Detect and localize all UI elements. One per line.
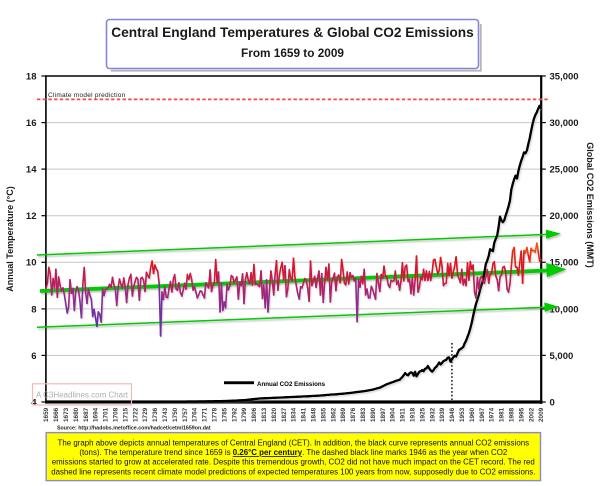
svg-text:6: 6 <box>31 351 36 362</box>
svg-text:dashed line represents recent: dashed line represents recent climate mo… <box>51 467 535 476</box>
svg-text:12: 12 <box>26 211 37 222</box>
svg-text:1946: 1946 <box>449 407 456 422</box>
svg-text:1904: 1904 <box>390 407 397 422</box>
svg-text:1911: 1911 <box>400 408 407 422</box>
svg-text:Annual CO2 Emissions: Annual CO2 Emissions <box>257 381 326 388</box>
svg-text:1967: 1967 <box>479 407 486 422</box>
svg-text:Climate model prediction: Climate model prediction <box>48 92 126 99</box>
svg-text:18: 18 <box>26 71 37 82</box>
svg-text:1820: 1820 <box>271 407 278 422</box>
svg-text:The graph above depicts annual: The graph above depicts annual temperatu… <box>58 438 530 447</box>
svg-text:1848: 1848 <box>311 407 318 422</box>
svg-text:1806: 1806 <box>251 407 258 422</box>
svg-text:1708: 1708 <box>113 407 120 422</box>
svg-text:1883: 1883 <box>360 407 367 422</box>
svg-text:Annual Temperature (°C): Annual Temperature (°C) <box>5 186 15 291</box>
svg-text:25,000: 25,000 <box>550 165 579 176</box>
svg-text:A C3Headlines.com Chart: A C3Headlines.com Chart <box>36 390 129 399</box>
svg-text:1722: 1722 <box>132 407 139 422</box>
svg-text:1988: 1988 <box>509 407 516 422</box>
svg-text:1918: 1918 <box>410 407 417 422</box>
svg-text:1932: 1932 <box>429 407 436 422</box>
svg-text:emissions started to grow at a: emissions started to grow at accelerated… <box>52 458 535 467</box>
svg-text:1813: 1813 <box>261 407 268 422</box>
svg-text:1743: 1743 <box>162 407 169 422</box>
svg-text:2009: 2009 <box>538 407 545 422</box>
svg-text:15,000: 15,000 <box>550 258 579 269</box>
svg-text:1659: 1659 <box>43 407 50 422</box>
svg-text:35,000: 35,000 <box>550 71 579 82</box>
svg-text:1799: 1799 <box>241 407 248 422</box>
svg-text:10,000: 10,000 <box>550 304 579 315</box>
svg-text:4: 4 <box>31 397 37 408</box>
svg-text:1792: 1792 <box>231 407 238 422</box>
svg-text:1687: 1687 <box>83 407 90 422</box>
svg-text:1855: 1855 <box>320 407 327 422</box>
svg-text:Global CO2 Emissions (MMT): Global CO2 Emissions (MMT) <box>585 142 595 268</box>
svg-text:1960: 1960 <box>469 407 476 422</box>
svg-text:5,000: 5,000 <box>550 351 574 362</box>
svg-text:1939: 1939 <box>439 407 446 422</box>
svg-text:20,000: 20,000 <box>550 211 579 222</box>
svg-text:1890: 1890 <box>370 407 377 422</box>
svg-text:Source: http://hadobs.metoffic: Source: http://hadobs.metoffice.com/hadc… <box>57 426 211 432</box>
svg-text:1981: 1981 <box>499 407 506 422</box>
svg-text:30,000: 30,000 <box>550 118 579 129</box>
svg-text:1715: 1715 <box>122 407 129 422</box>
svg-text:1869: 1869 <box>340 407 347 422</box>
svg-text:1673: 1673 <box>63 407 70 422</box>
svg-text:1666: 1666 <box>53 407 60 422</box>
svg-text:0: 0 <box>550 397 555 408</box>
svg-text:1953: 1953 <box>459 407 466 422</box>
svg-text:(tons). The temperature trend: (tons). The temperature trend since 1659… <box>79 448 507 457</box>
svg-text:1897: 1897 <box>380 407 387 422</box>
svg-text:14: 14 <box>26 165 37 176</box>
svg-text:10: 10 <box>26 258 37 269</box>
svg-text:From 1659 to 2009: From 1659 to 2009 <box>241 46 344 60</box>
svg-text:1876: 1876 <box>350 407 357 422</box>
svg-text:1862: 1862 <box>330 407 337 422</box>
svg-text:8: 8 <box>31 304 36 315</box>
svg-text:1995: 1995 <box>518 407 525 422</box>
svg-text:Central England Temperatures &: Central England Temperatures & Global CO… <box>111 25 474 40</box>
svg-text:1701: 1701 <box>103 407 110 422</box>
svg-text:1729: 1729 <box>142 407 149 422</box>
svg-text:1694: 1694 <box>93 407 100 422</box>
svg-text:1925: 1925 <box>419 407 426 422</box>
svg-text:1834: 1834 <box>291 407 298 422</box>
svg-text:1736: 1736 <box>152 407 159 422</box>
svg-text:1785: 1785 <box>221 407 228 422</box>
svg-text:1680: 1680 <box>73 407 80 422</box>
svg-text:1841: 1841 <box>301 407 308 422</box>
svg-text:1750: 1750 <box>172 407 179 422</box>
svg-text:1974: 1974 <box>489 407 496 422</box>
svg-text:1764: 1764 <box>192 407 199 422</box>
svg-text:16: 16 <box>26 118 37 129</box>
svg-text:1757: 1757 <box>182 407 189 422</box>
svg-text:2002: 2002 <box>528 407 535 422</box>
svg-text:1778: 1778 <box>212 407 219 422</box>
svg-text:1827: 1827 <box>281 407 288 422</box>
svg-text:1771: 1771 <box>202 407 209 422</box>
